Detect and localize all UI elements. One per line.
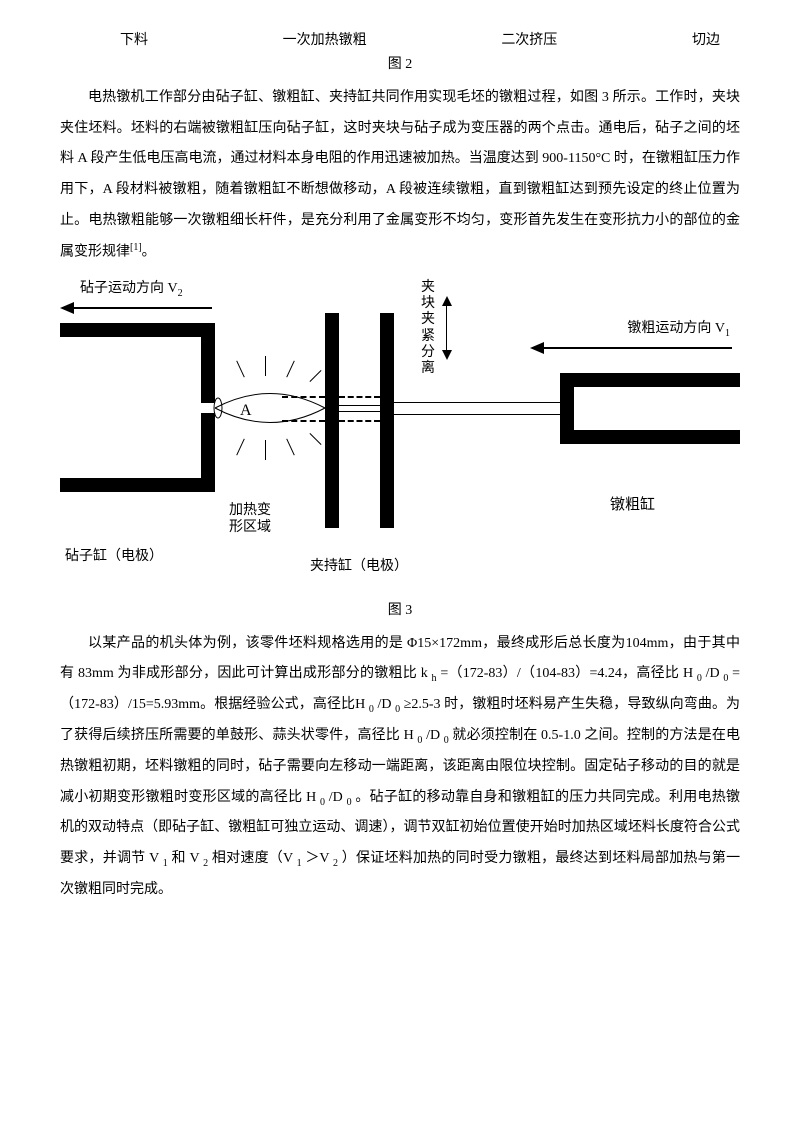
upset-top-bar <box>560 373 740 387</box>
hold-cyl-label: 夹持缸（电极） <box>310 556 408 578</box>
heat-tick <box>265 356 266 376</box>
anvil-top-bar <box>60 323 215 337</box>
heat-zone-label: 加热变 形区域 <box>215 503 285 537</box>
clamp-dash-lower <box>339 420 380 422</box>
clamp-stock-bot <box>339 411 380 412</box>
anvil-bottom-bar <box>60 478 215 492</box>
clamp-right-bar <box>380 313 394 528</box>
heat-tick <box>286 439 295 456</box>
heat-tick <box>309 433 321 445</box>
figure-3-caption: 图 3 <box>60 600 740 622</box>
region-a-label: A <box>240 398 252 424</box>
step-2: 一次加热镦粗 <box>283 30 367 52</box>
region-a-shape <box>210 383 330 433</box>
heat-tick <box>309 370 321 382</box>
heat-tick <box>286 361 295 378</box>
stock-top-line <box>394 402 564 403</box>
upset-cyl-label: 镦粗缸 <box>610 493 655 517</box>
clamp-dash-upper <box>339 396 380 398</box>
anvil-direction-label: 砧子运动方向 V2 <box>80 278 183 302</box>
heat-tick <box>236 439 245 456</box>
para1-citation: [1] <box>130 242 142 253</box>
clamp-arrow-up-icon <box>442 296 452 306</box>
clamp-arrow-down-icon <box>442 350 452 360</box>
clamp-label: 夹块夹紧分离 <box>420 280 436 377</box>
figure-2-caption: 图 2 <box>60 54 740 76</box>
step-4: 切边 <box>692 30 720 52</box>
step-3: 二次挤压 <box>501 30 557 52</box>
anvil-arrow-shaft <box>72 307 212 309</box>
upset-bottom-bar <box>560 430 740 444</box>
heat-tick <box>236 361 245 378</box>
paragraph-1: 电热镦机工作部分由砧子缸、镦粗缸、夹持缸共同作用实现毛坯的镦粗过程，如图 3 所… <box>60 83 740 268</box>
upset-arrow-shaft <box>542 347 732 349</box>
para1-text: 电热镦机工作部分由砧子缸、镦粗缸、夹持缸共同作用实现毛坯的镦粗过程，如图 3 所… <box>60 90 740 260</box>
process-steps-row: 下料 一次加热镦粗 二次挤压 切边 <box>60 30 740 52</box>
step-1: 下料 <box>120 30 148 52</box>
anvil-cyl-label: 砧子缸（电极） <box>65 546 163 568</box>
clamp-arrow-shaft <box>446 304 447 352</box>
upset-direction-label: 镦粗运动方向 V1 <box>627 318 730 342</box>
clamp-stock-top <box>339 405 380 406</box>
heat-tick <box>265 440 266 460</box>
para1-end: 。 <box>142 244 156 259</box>
figure-3-diagram: 砧子运动方向 V2 镦粗运动方向 V1 夹块夹紧分离 A <box>60 278 740 598</box>
stock-bot-line <box>394 414 564 415</box>
paragraph-2: 以某产品的机头体为例，该零件坯料规格选用的是 Φ15×172mm，最终成形后总长… <box>60 629 740 906</box>
upset-left-wall <box>560 373 574 444</box>
